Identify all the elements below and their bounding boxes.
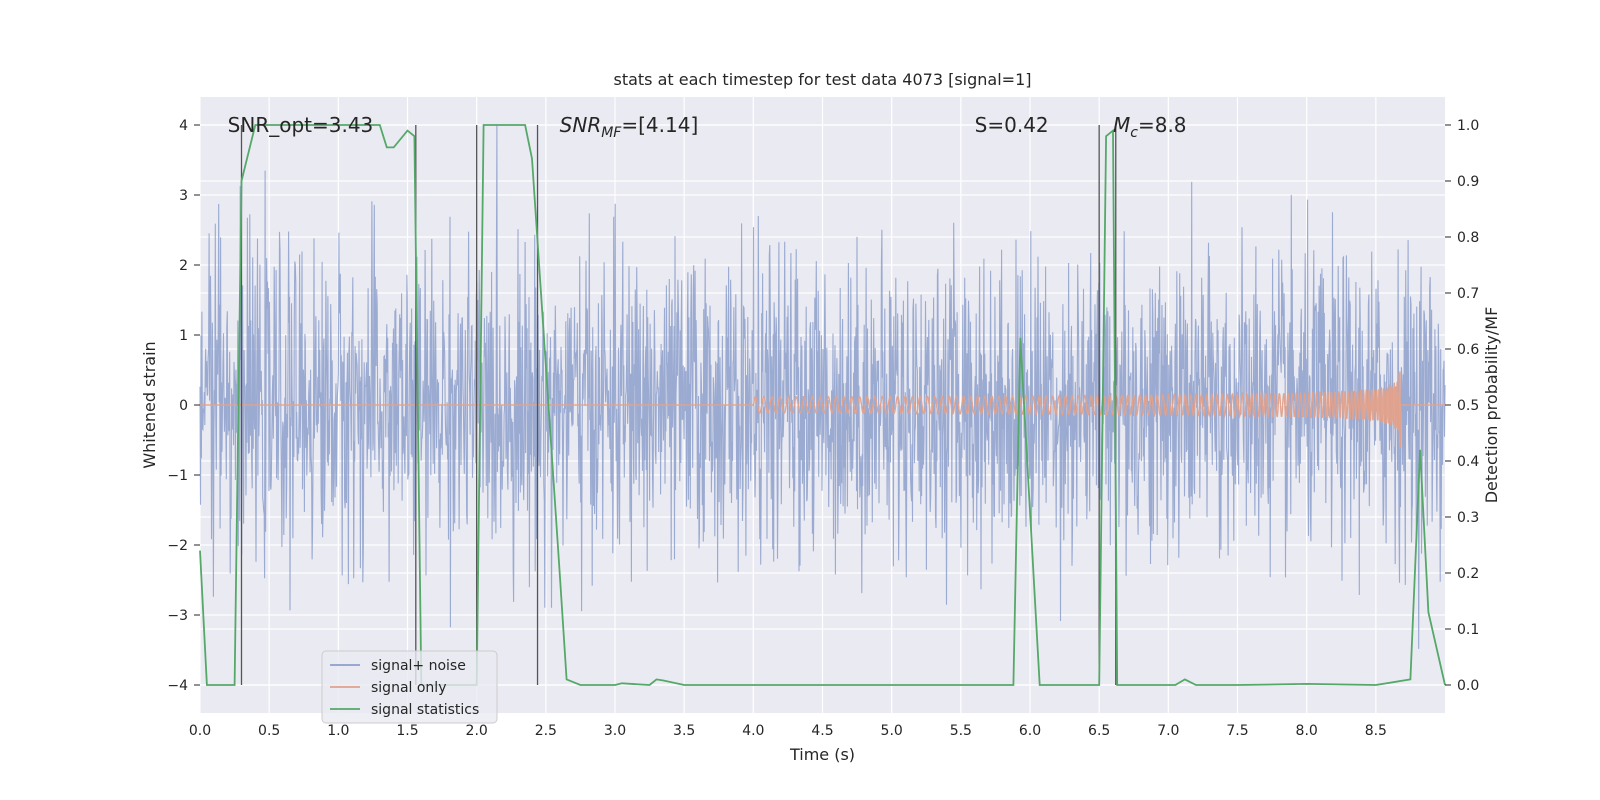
right-axis-label: Detection probability/MF [1482, 307, 1501, 504]
right-tick-label: 0.1 [1457, 622, 1479, 638]
x-tick-label: 7.0 [1157, 723, 1179, 739]
x-tick-label: 6.5 [1088, 723, 1110, 739]
left-tick-label: 3 [179, 188, 188, 204]
right-tick-label: 0.2 [1457, 566, 1479, 582]
legend-label-signal-noise: signal+ noise [371, 658, 466, 674]
left-tick-label: −3 [167, 608, 188, 624]
signal-only-line [200, 371, 1445, 448]
left-tick-label: 4 [179, 118, 188, 134]
x-tick-label: 3.5 [673, 723, 695, 739]
right-tick-label: 0.6 [1457, 342, 1479, 358]
right-tick-label: 0.0 [1457, 678, 1479, 694]
annotation-label: Mc=8.8 [1113, 113, 1187, 141]
left-axis-label: Whitened strain [140, 341, 159, 468]
x-tick-label: 1.0 [327, 723, 349, 739]
x-tick-label: 2.0 [466, 723, 488, 739]
signal-noise-series [199, 124, 1446, 649]
left-tick-label: 2 [179, 258, 188, 274]
x-tick-label: 4.0 [742, 723, 764, 739]
right-tick-label: 0.7 [1457, 286, 1479, 302]
x-tick-label: 8.0 [1296, 723, 1318, 739]
legend-label-signal-only: signal only [371, 680, 446, 696]
x-tick-label: 4.5 [811, 723, 833, 739]
left-axis-ticks: −4 −3 −2 −1 0 1 2 3 4 [167, 118, 200, 694]
signal-only-series [200, 371, 1445, 448]
signal-noise-line [199, 124, 1446, 649]
left-tick-label: −2 [167, 538, 188, 554]
signal-statistics-line [199, 124, 1446, 686]
annotation-label: SNR_opt=3.43 [228, 113, 374, 137]
right-tick-label: 0.5 [1457, 398, 1479, 414]
annotation-label: SNRMF=[4.14] [560, 113, 699, 141]
legend: signal+ noise signal only signal statist… [321, 650, 498, 724]
left-tick-label: −1 [167, 468, 188, 484]
left-tick-label: 1 [179, 328, 188, 344]
x-tick-label: 0.5 [258, 723, 280, 739]
annotation-label: S=0.42 [975, 113, 1049, 137]
right-tick-label: 0.3 [1457, 510, 1479, 526]
x-tick-label: 3.0 [604, 723, 626, 739]
x-tick-label: 8.5 [1365, 723, 1387, 739]
x-axis-label: Time (s) [789, 745, 855, 764]
x-axis-ticks: 0.0 0.5 1.0 1.5 2.0 2.5 3.0 3.5 4.0 4.5 5.0 5.5 6.0 6… [189, 723, 1387, 739]
right-tick-label: 1.0 [1457, 118, 1479, 134]
x-tick-label: 7.5 [1226, 723, 1248, 739]
right-tick-label: 0.8 [1457, 230, 1479, 246]
signal-statistics-series [199, 124, 1446, 686]
x-tick-label: 5.5 [950, 723, 972, 739]
left-tick-label: 0 [179, 398, 188, 414]
right-tick-label: 0.4 [1457, 454, 1479, 470]
chart-title: stats at each timestep for test data 407… [613, 70, 1031, 89]
x-tick-label: 0.0 [189, 723, 211, 739]
x-tick-label: 2.5 [535, 723, 557, 739]
left-tick-label: −4 [167, 678, 188, 694]
right-tick-label: 0.9 [1457, 174, 1479, 190]
annotations: SNR_opt=3.43 SNRMF=[4.14] S=0.42 Mc=8.8 [228, 113, 1187, 141]
legend-box [321, 650, 498, 724]
x-tick-label: 6.0 [1019, 723, 1041, 739]
x-tick-label: 5.0 [881, 723, 903, 739]
legend-label-signal-statistics: signal statistics [371, 702, 479, 718]
right-axis-ticks: 0.0 0.1 0.2 0.3 0.4 0.5 0.6 0.7 0.8 0.9 1.0 [1445, 118, 1479, 694]
event-markers [240, 125, 1117, 685]
x-tick-label: 1.5 [396, 723, 418, 739]
